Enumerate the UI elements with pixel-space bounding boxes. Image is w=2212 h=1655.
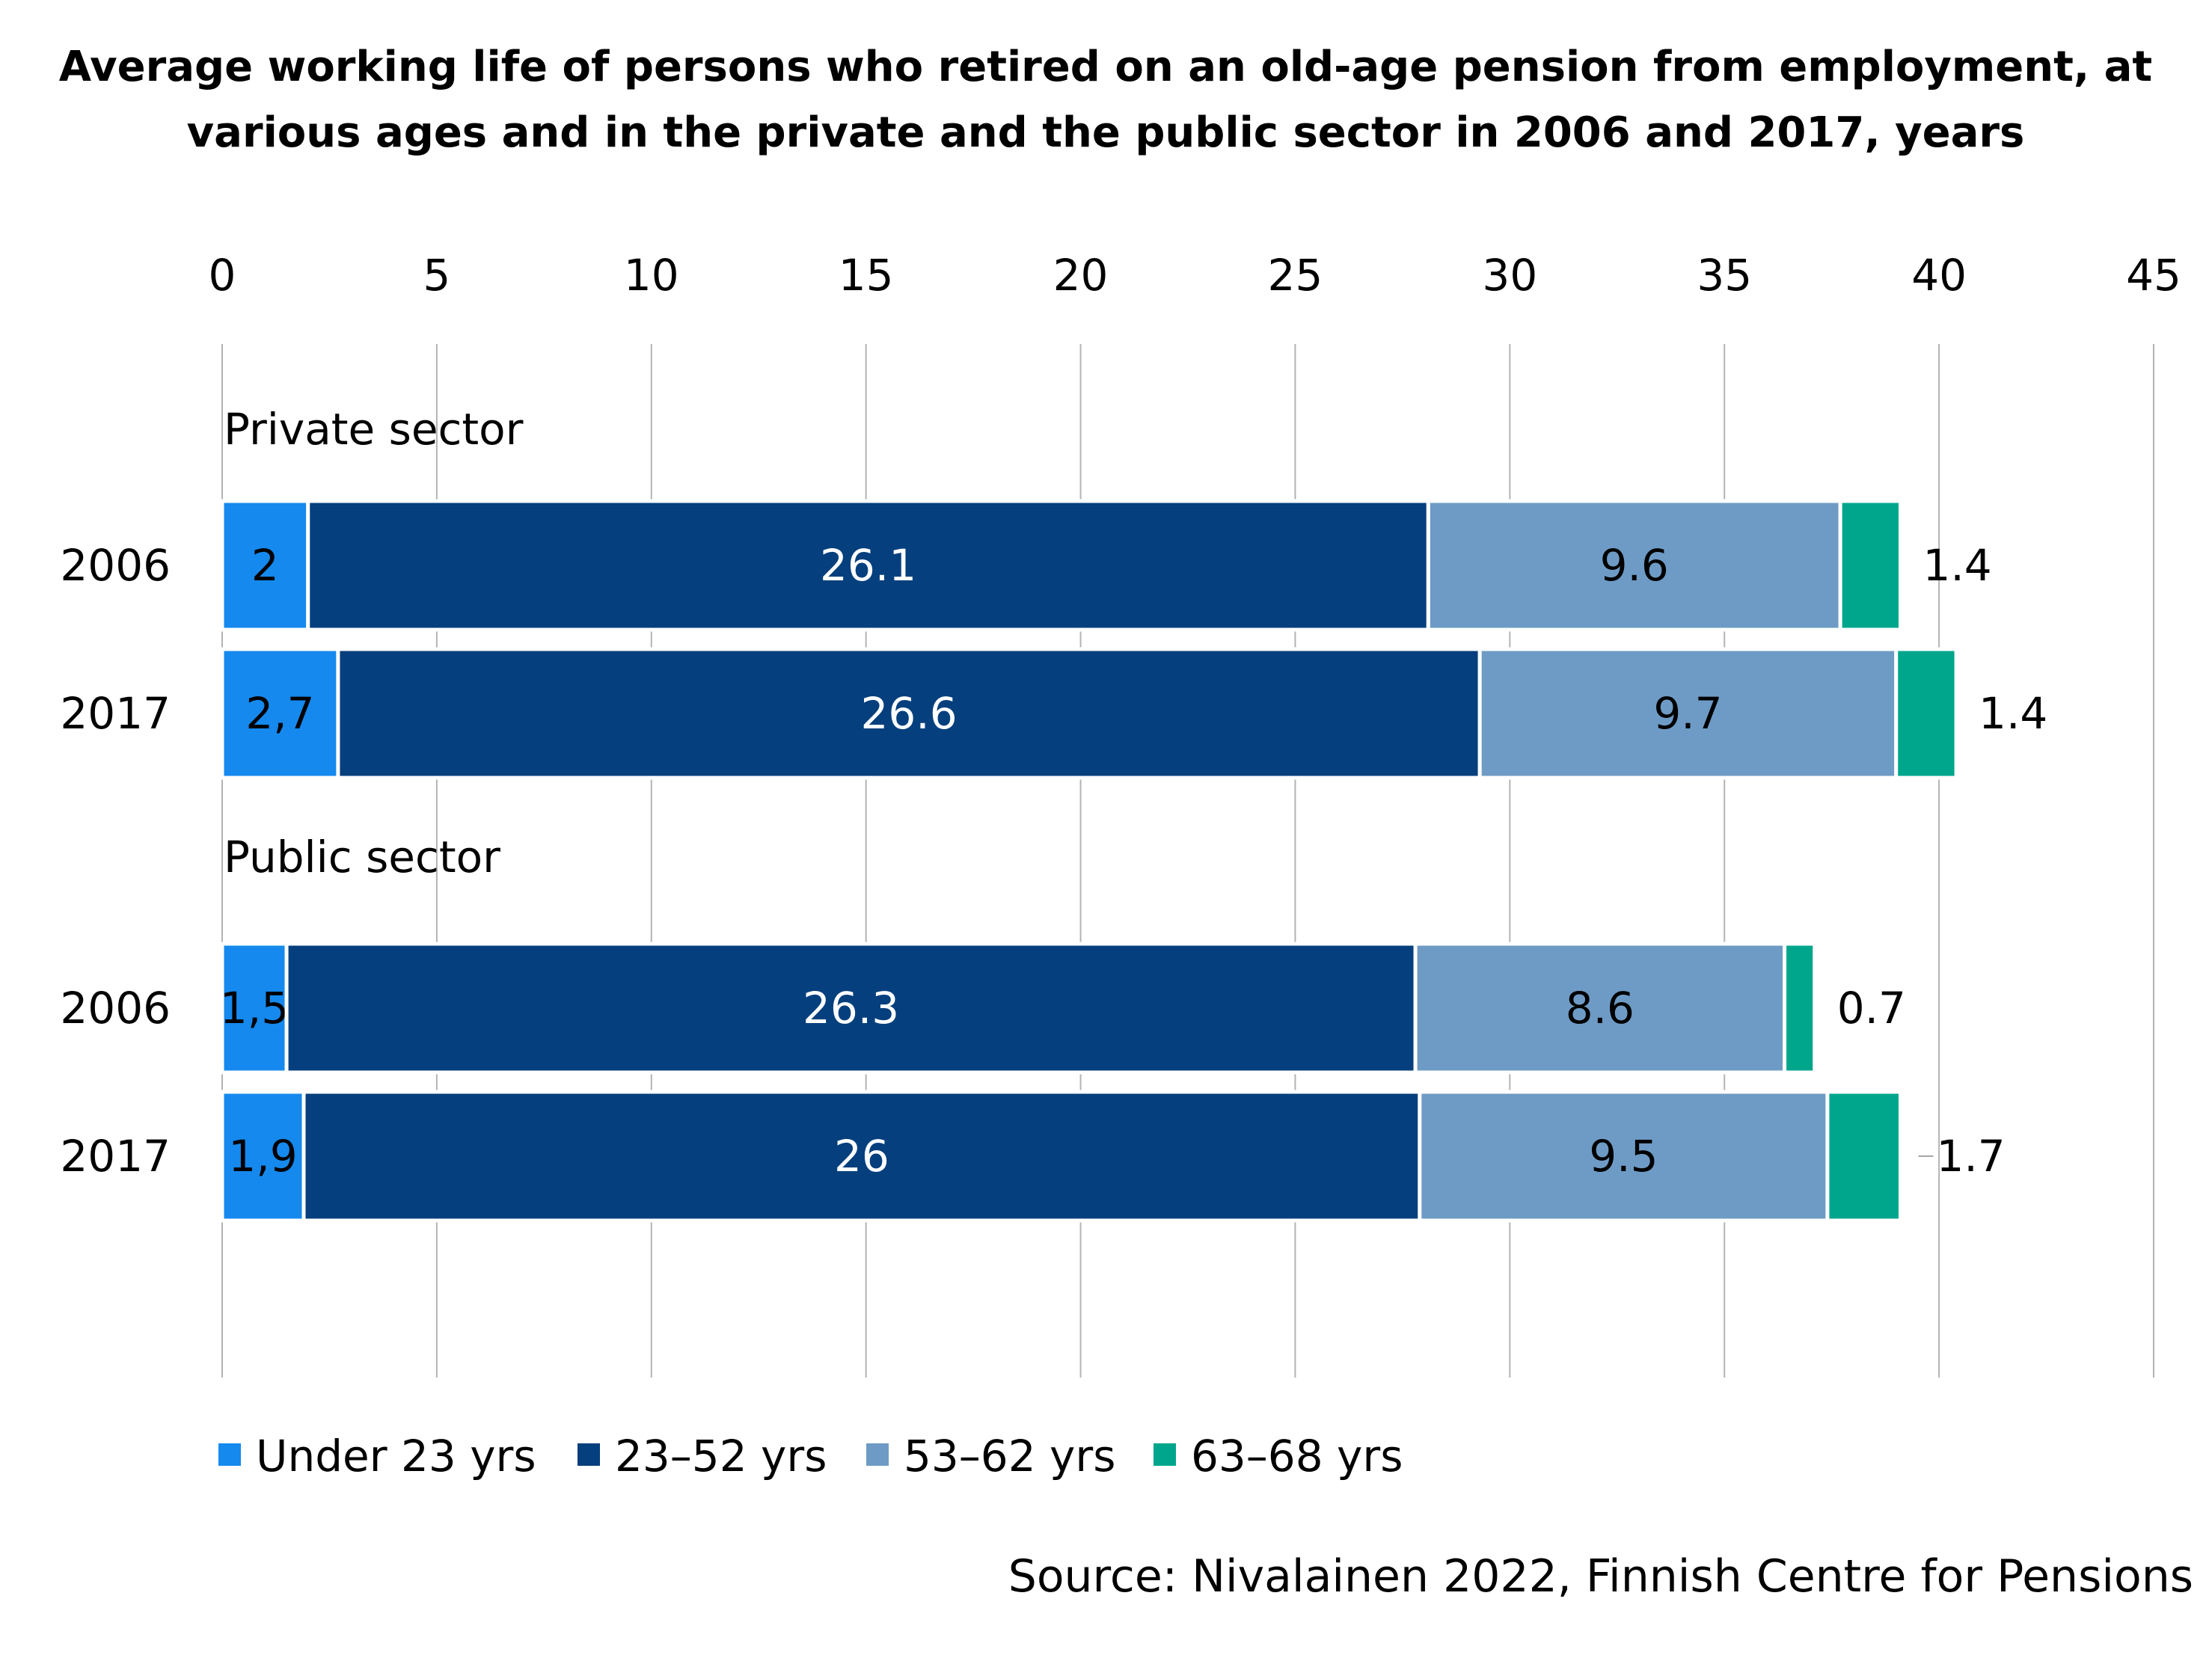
x-tick-label: 30 (1482, 250, 1537, 301)
x-tick-label: 5 (423, 250, 450, 301)
data-label: 9.6 (1600, 540, 1669, 591)
bar-segment (1894, 647, 1958, 780)
x-tick-label: 25 (1268, 250, 1323, 301)
data-label: 9.5 (1589, 1131, 1658, 1182)
data-label: 8.6 (1566, 983, 1635, 1034)
bars: 2 26.1 9.6 1.4 2,7 26.6 9.7 1.4 1,5 26.3 8.6 0.7 1,9… (220, 499, 2047, 1223)
data-label: 0.7 (1837, 983, 1906, 1034)
data-label: 2 (251, 540, 279, 591)
chart-title-line-1: Average working life of persons who reti… (59, 43, 2152, 91)
data-label: 26.3 (803, 983, 899, 1034)
bar-segment (1418, 1090, 1830, 1223)
x-tick-label: 0 (209, 250, 236, 301)
bar-segment (1413, 942, 1787, 1075)
bar-segment (220, 1090, 306, 1223)
category-label: 2017 (60, 688, 171, 739)
data-label: 9.7 (1653, 688, 1722, 739)
data-label: 1.4 (1923, 540, 1991, 591)
x-tick-label: 40 (1911, 250, 1967, 301)
data-label: 26 (834, 1131, 889, 1182)
x-axis-ticks: 0 5 10 15 20 25 30 35 40 45 (209, 250, 2181, 301)
data-label: 26.6 (860, 688, 957, 739)
legend-swatch (577, 1443, 600, 1466)
data-label: 26.1 (820, 540, 916, 591)
legend: Under 23 yrs 23–52 yrs 53–62 yrs 63–68 yrs (218, 1431, 1403, 1481)
grid-lines (221, 344, 2154, 1378)
bar-segment (336, 647, 1482, 780)
legend-swatch (866, 1443, 889, 1466)
legend-swatch (1154, 1443, 1176, 1466)
chart-title-line-2: various ages and in the private and the … (187, 108, 2025, 157)
bar-segment (1426, 499, 1842, 632)
bar-segment (284, 942, 1418, 1075)
x-tick-label: 35 (1697, 250, 1752, 301)
x-tick-label: 10 (624, 250, 679, 301)
source-note: Source: Nivalainen 2022, Finnish Centre … (1008, 1550, 2193, 1603)
bar-segment (1838, 499, 1902, 632)
category-label: 2006 (60, 983, 171, 1034)
x-tick-label: 15 (839, 250, 894, 301)
data-label: 1,9 (228, 1131, 297, 1182)
bar-segment (1825, 1090, 1902, 1223)
category-label: 2006 (60, 540, 171, 591)
group-labels: Private sector Public sector (224, 404, 524, 882)
legend-label: Under 23 yrs (256, 1431, 536, 1481)
category-label: 2017 (60, 1131, 171, 1182)
x-tick-label: 45 (2126, 250, 2181, 301)
legend-label: 53–62 yrs (904, 1431, 1115, 1481)
bar-segment (306, 499, 1430, 632)
category-labels: 2006 2017 2006 2017 (60, 540, 171, 1182)
bar-segment (220, 942, 289, 1075)
bar-segment (301, 1090, 1422, 1223)
data-label: 1,5 (220, 983, 289, 1034)
group-label: Public sector (224, 832, 500, 882)
data-label: 1.4 (1979, 688, 2047, 739)
legend-label: 63–68 yrs (1191, 1431, 1403, 1481)
data-label: 2,7 (245, 688, 314, 739)
bar-segment (1783, 942, 1817, 1075)
group-label: Private sector (224, 404, 524, 455)
legend-label: 23–52 yrs (615, 1431, 827, 1481)
legend-swatch (218, 1443, 241, 1466)
data-label: 1.7 (1936, 1131, 2005, 1182)
x-tick-label: 20 (1053, 250, 1109, 301)
